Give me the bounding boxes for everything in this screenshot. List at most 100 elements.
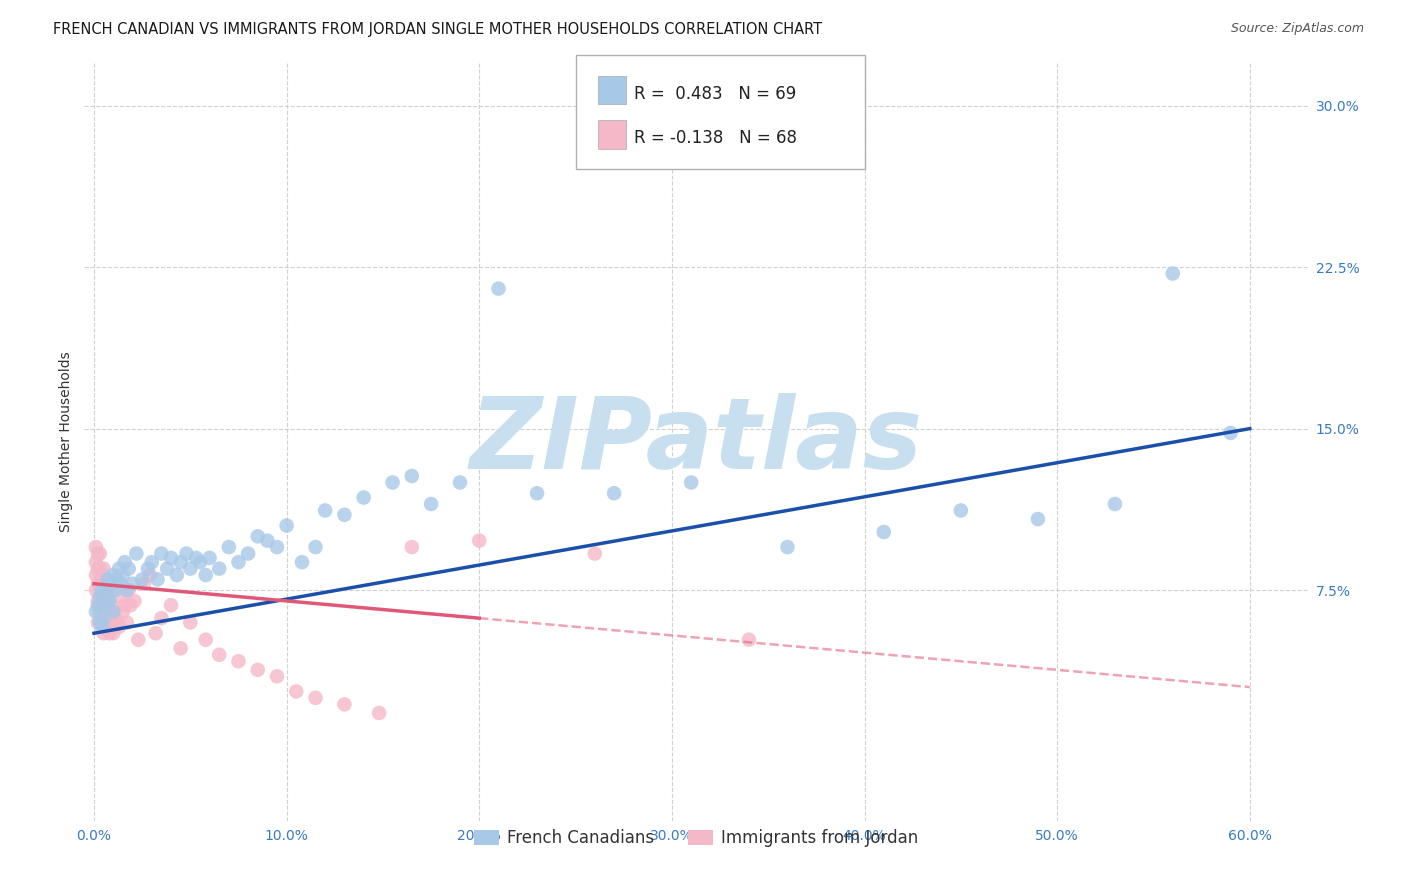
Point [93,626,115,640]
Point [100,599,122,613]
Point [90,615,112,630]
Point [176,547,198,561]
Point [228,555,250,569]
Point [89,605,111,619]
Point [89,547,111,561]
Text: ZIPatlas: ZIPatlas [470,393,922,490]
Point [100,620,122,634]
Point [603,486,626,500]
Point [96,615,118,630]
Point [179,561,201,575]
Point [87,561,110,575]
Point [104,611,127,625]
Point [170,641,193,656]
Point [160,550,183,565]
Point [146,573,169,587]
Point [121,576,143,591]
Point [738,632,761,647]
Point [304,690,326,705]
Point [194,568,217,582]
Point [136,561,159,575]
Point [87,594,110,608]
Point [150,611,173,625]
Point [118,561,141,575]
Point [87,547,110,561]
Point [256,533,278,548]
Point [127,632,149,647]
Point [145,626,167,640]
Point [87,576,110,591]
Point [304,540,326,554]
Point [90,620,112,634]
Point [246,529,269,543]
Point [368,706,391,720]
Point [266,540,288,554]
Point [98,626,121,640]
Point [583,547,606,561]
Point [104,583,127,598]
Point [125,547,148,561]
Point [468,533,491,548]
Point [110,576,132,591]
Point [776,540,799,554]
Point [94,590,117,604]
Point [98,594,121,608]
Point [93,561,115,575]
Point [1219,425,1241,440]
Point [208,648,231,662]
Point [526,486,548,500]
Point [1026,512,1049,526]
Point [266,669,288,683]
Point [246,663,269,677]
Point [194,632,217,647]
Point [108,620,131,634]
Point [401,469,423,483]
Point [89,615,111,630]
Point [96,599,118,613]
Point [333,698,356,712]
Text: FRENCH CANADIAN VS IMMIGRANTS FROM JORDAN SINGLE MOTHER HOUSEHOLDS CORRELATION C: FRENCH CANADIAN VS IMMIGRANTS FROM JORDA… [53,22,823,37]
Point [111,568,134,582]
Point [166,568,188,582]
Point [124,594,146,608]
Point [118,583,141,598]
Point [1104,497,1126,511]
Point [105,615,128,630]
Point [401,540,423,554]
Point [170,555,193,569]
Point [139,568,162,582]
Point [84,583,107,598]
Point [333,508,356,522]
Point [420,497,443,511]
Point [90,599,112,613]
Point [96,583,118,598]
Point [236,547,259,561]
Point [103,626,125,640]
Point [115,583,138,598]
Point [94,599,117,613]
Point [150,547,173,561]
Point [120,599,142,613]
Point [90,568,112,582]
Point [96,573,118,587]
Text: Source: ZipAtlas.com: Source: ZipAtlas.com [1230,22,1364,36]
Point [198,550,221,565]
Point [949,503,972,517]
Point [141,555,163,569]
Y-axis label: Single Mother Households: Single Mother Households [59,351,73,532]
Point [93,594,115,608]
Point [314,503,336,517]
Point [184,550,207,565]
Point [353,491,375,505]
Point [93,576,115,591]
Point [94,583,117,598]
Point [114,555,136,569]
Point [84,568,107,582]
Point [87,599,110,613]
Text: R = -0.138   N = 68: R = -0.138 N = 68 [634,129,797,147]
Point [93,611,115,625]
Point [488,282,510,296]
Point [103,605,125,619]
Point [84,540,107,554]
Point [110,590,132,604]
